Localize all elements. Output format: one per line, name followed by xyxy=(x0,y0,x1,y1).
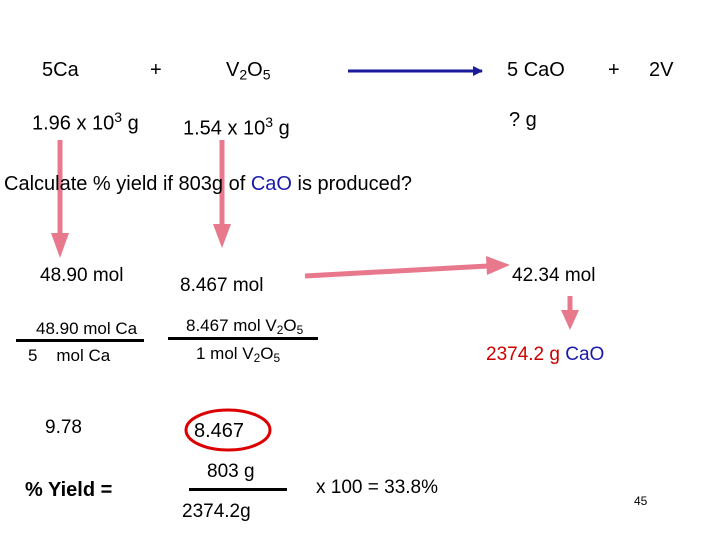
pink-arrow-cao-down xyxy=(561,296,579,330)
v2o5-result: 8.467 xyxy=(194,420,245,442)
v2o5-moles: 8.467 mol xyxy=(180,275,264,296)
plus-sign-2: + xyxy=(608,59,620,81)
yield-multiplier-result: x 100 = 33.8% xyxy=(316,477,439,498)
cao-unknown-mass: ? g xyxy=(509,109,537,131)
yield-fraction-bar xyxy=(189,488,287,491)
yield-denominator: 2374.2g xyxy=(182,501,251,522)
pink-arrow-ca-down xyxy=(51,140,69,258)
pink-arrow-v2o5-down xyxy=(213,140,231,248)
yield-numerator: 803 g xyxy=(207,461,255,482)
v2o5-ratio-numerator: 8.467 mol V2O5 xyxy=(186,316,304,337)
percent-yield-label: % Yield = xyxy=(25,479,113,501)
ca-result: 9.78 xyxy=(45,417,82,438)
cao-moles: 42.34 mol xyxy=(512,265,596,286)
ca-ratio-numerator: 48.90 mol Ca xyxy=(36,319,138,338)
page-number: 45 xyxy=(634,494,648,508)
product-cao: 5 CaO xyxy=(507,59,565,81)
ca-ratio-bar xyxy=(16,339,144,342)
cao-theoretical-mass: 2374.2 g CaO xyxy=(486,344,605,365)
v2o5-ratio-bar xyxy=(168,337,318,340)
plus-sign-1: + xyxy=(150,59,162,81)
ca-mass: 1.96 x 103 g xyxy=(32,109,139,135)
reactant-ca: 5Ca xyxy=(42,59,79,81)
limiting-reagent-circle xyxy=(184,408,272,452)
product-v: 2V xyxy=(649,59,674,81)
v2o5-mass: 1.54 x 103 g xyxy=(183,114,290,140)
ca-moles: 48.90 mol xyxy=(40,265,124,286)
question-text: Calculate % yield if 803g of CaO is prod… xyxy=(4,173,413,195)
v2o5-ratio-denominator: 1 mol V2O5 xyxy=(196,344,281,365)
ca-ratio-denominator: 5 mol Ca xyxy=(28,346,111,365)
pink-arrow-to-cao-mol xyxy=(304,256,510,279)
reactant-v2o5: V2O5 xyxy=(226,59,271,83)
